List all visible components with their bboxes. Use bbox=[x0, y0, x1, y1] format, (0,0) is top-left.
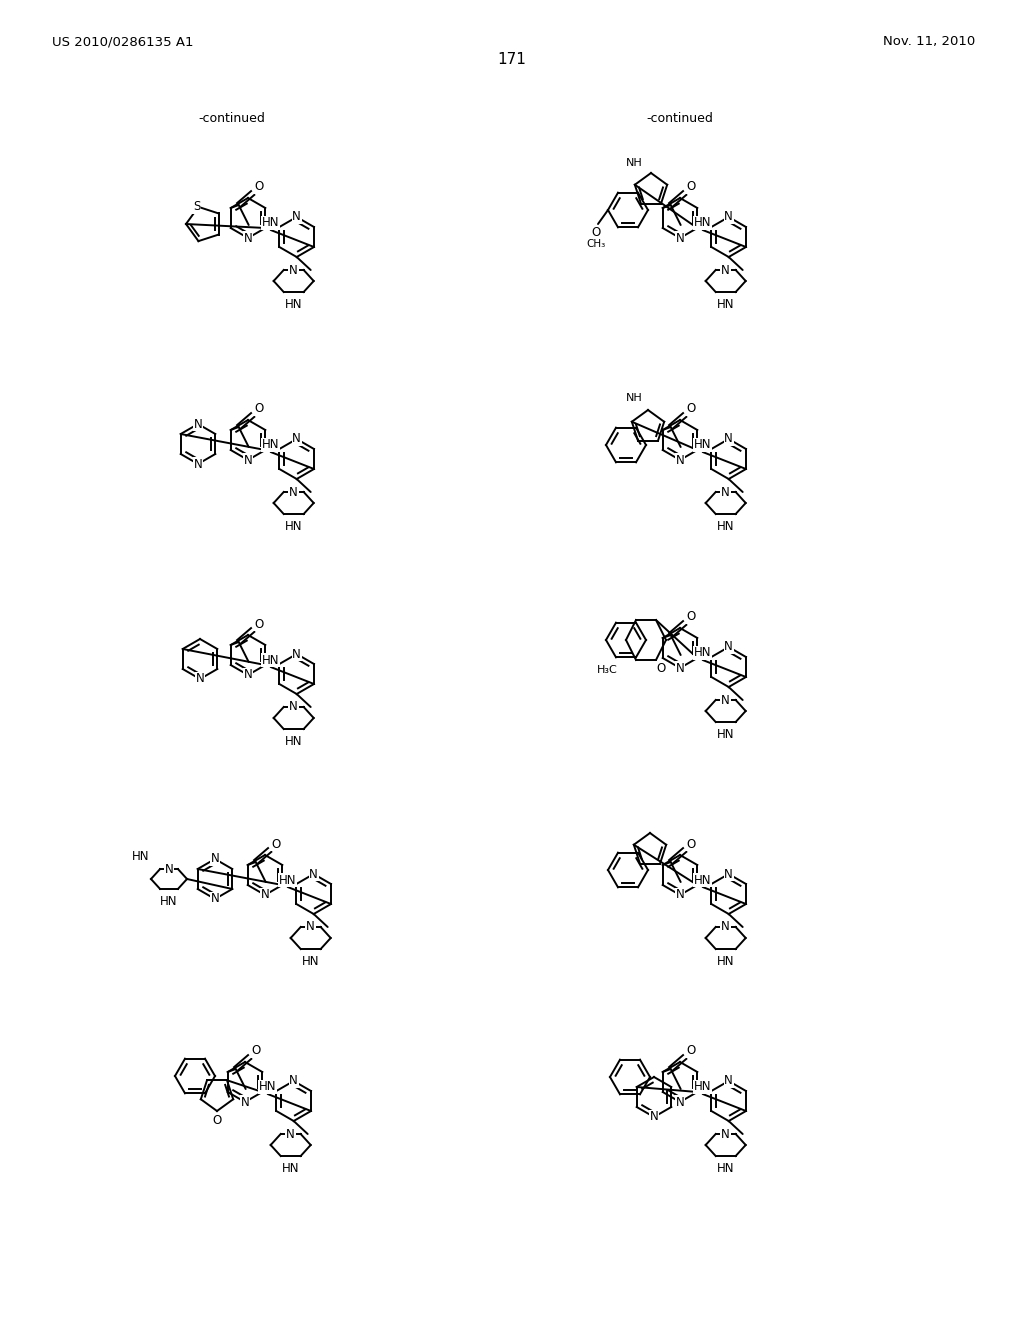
Text: N: N bbox=[724, 210, 733, 223]
Text: O: O bbox=[251, 1044, 260, 1057]
Text: O: O bbox=[271, 837, 281, 850]
Text: O: O bbox=[686, 403, 695, 416]
Text: H₃C: H₃C bbox=[597, 665, 618, 675]
Text: N: N bbox=[676, 231, 684, 244]
Text: HN: HN bbox=[717, 729, 734, 741]
Text: N: N bbox=[724, 1074, 733, 1088]
Text: N: N bbox=[292, 648, 301, 660]
Text: N: N bbox=[292, 433, 301, 446]
Text: HN: HN bbox=[160, 895, 178, 908]
Text: N: N bbox=[287, 1127, 295, 1140]
Text: N: N bbox=[724, 640, 733, 653]
Text: HN: HN bbox=[693, 647, 712, 660]
Text: O: O bbox=[254, 618, 263, 631]
Text: HN: HN bbox=[262, 653, 280, 667]
Text: N: N bbox=[721, 1127, 730, 1140]
Text: N: N bbox=[721, 920, 730, 933]
Text: N: N bbox=[241, 1096, 250, 1109]
Text: HN: HN bbox=[285, 520, 302, 533]
Text: N: N bbox=[290, 486, 298, 499]
Text: O: O bbox=[212, 1114, 221, 1126]
Text: N: N bbox=[724, 433, 733, 446]
Text: HN: HN bbox=[693, 874, 712, 887]
Text: HN: HN bbox=[717, 1162, 734, 1175]
Text: N: N bbox=[724, 867, 733, 880]
Text: HN: HN bbox=[693, 1081, 712, 1093]
Text: Nov. 11, 2010: Nov. 11, 2010 bbox=[883, 36, 975, 49]
Text: O: O bbox=[686, 837, 695, 850]
Text: N: N bbox=[261, 888, 269, 902]
Text: 171: 171 bbox=[498, 53, 526, 67]
Text: N: N bbox=[194, 417, 203, 430]
Text: N: N bbox=[290, 701, 298, 714]
Text: N: N bbox=[244, 454, 252, 466]
Text: O: O bbox=[686, 181, 695, 194]
Text: HN: HN bbox=[717, 954, 734, 968]
Text: HN: HN bbox=[262, 216, 280, 230]
Text: N: N bbox=[676, 888, 684, 902]
Text: US 2010/0286135 A1: US 2010/0286135 A1 bbox=[52, 36, 194, 49]
Text: HN: HN bbox=[131, 850, 150, 863]
Text: N: N bbox=[649, 1110, 658, 1123]
Text: N: N bbox=[194, 458, 203, 470]
Text: HN: HN bbox=[282, 1162, 299, 1175]
Text: N: N bbox=[290, 1074, 298, 1088]
Text: N: N bbox=[721, 486, 730, 499]
Text: N: N bbox=[676, 661, 684, 675]
Text: N: N bbox=[676, 1096, 684, 1109]
Text: HN: HN bbox=[285, 298, 302, 312]
Text: O: O bbox=[592, 226, 601, 239]
Text: HN: HN bbox=[259, 1081, 276, 1093]
Text: N: N bbox=[292, 210, 301, 223]
Text: N: N bbox=[306, 920, 315, 933]
Text: CH₃: CH₃ bbox=[587, 239, 605, 249]
Text: HN: HN bbox=[717, 298, 734, 312]
Text: O: O bbox=[254, 403, 263, 416]
Text: -continued: -continued bbox=[646, 111, 714, 124]
Text: HN: HN bbox=[693, 438, 712, 451]
Text: S: S bbox=[193, 201, 200, 214]
Text: HN: HN bbox=[285, 735, 302, 748]
Text: N: N bbox=[165, 862, 173, 875]
Text: O: O bbox=[656, 661, 666, 675]
Text: N: N bbox=[244, 231, 252, 244]
Text: HN: HN bbox=[279, 874, 296, 887]
Text: HN: HN bbox=[302, 954, 319, 968]
Text: HN: HN bbox=[717, 520, 734, 533]
Text: N: N bbox=[309, 867, 318, 880]
Text: NH: NH bbox=[627, 393, 643, 403]
Text: N: N bbox=[196, 672, 205, 685]
Text: O: O bbox=[686, 1044, 695, 1057]
Text: N: N bbox=[290, 264, 298, 276]
Text: N: N bbox=[211, 892, 219, 906]
Text: HN: HN bbox=[262, 438, 280, 451]
Text: N: N bbox=[244, 668, 252, 681]
Text: N: N bbox=[676, 454, 684, 466]
Text: N: N bbox=[211, 853, 219, 866]
Text: HN: HN bbox=[693, 216, 712, 230]
Text: NH: NH bbox=[627, 158, 643, 168]
Text: O: O bbox=[686, 610, 695, 623]
Text: O: O bbox=[254, 181, 263, 194]
Text: N: N bbox=[721, 693, 730, 706]
Text: N: N bbox=[721, 264, 730, 276]
Text: -continued: -continued bbox=[199, 111, 265, 124]
